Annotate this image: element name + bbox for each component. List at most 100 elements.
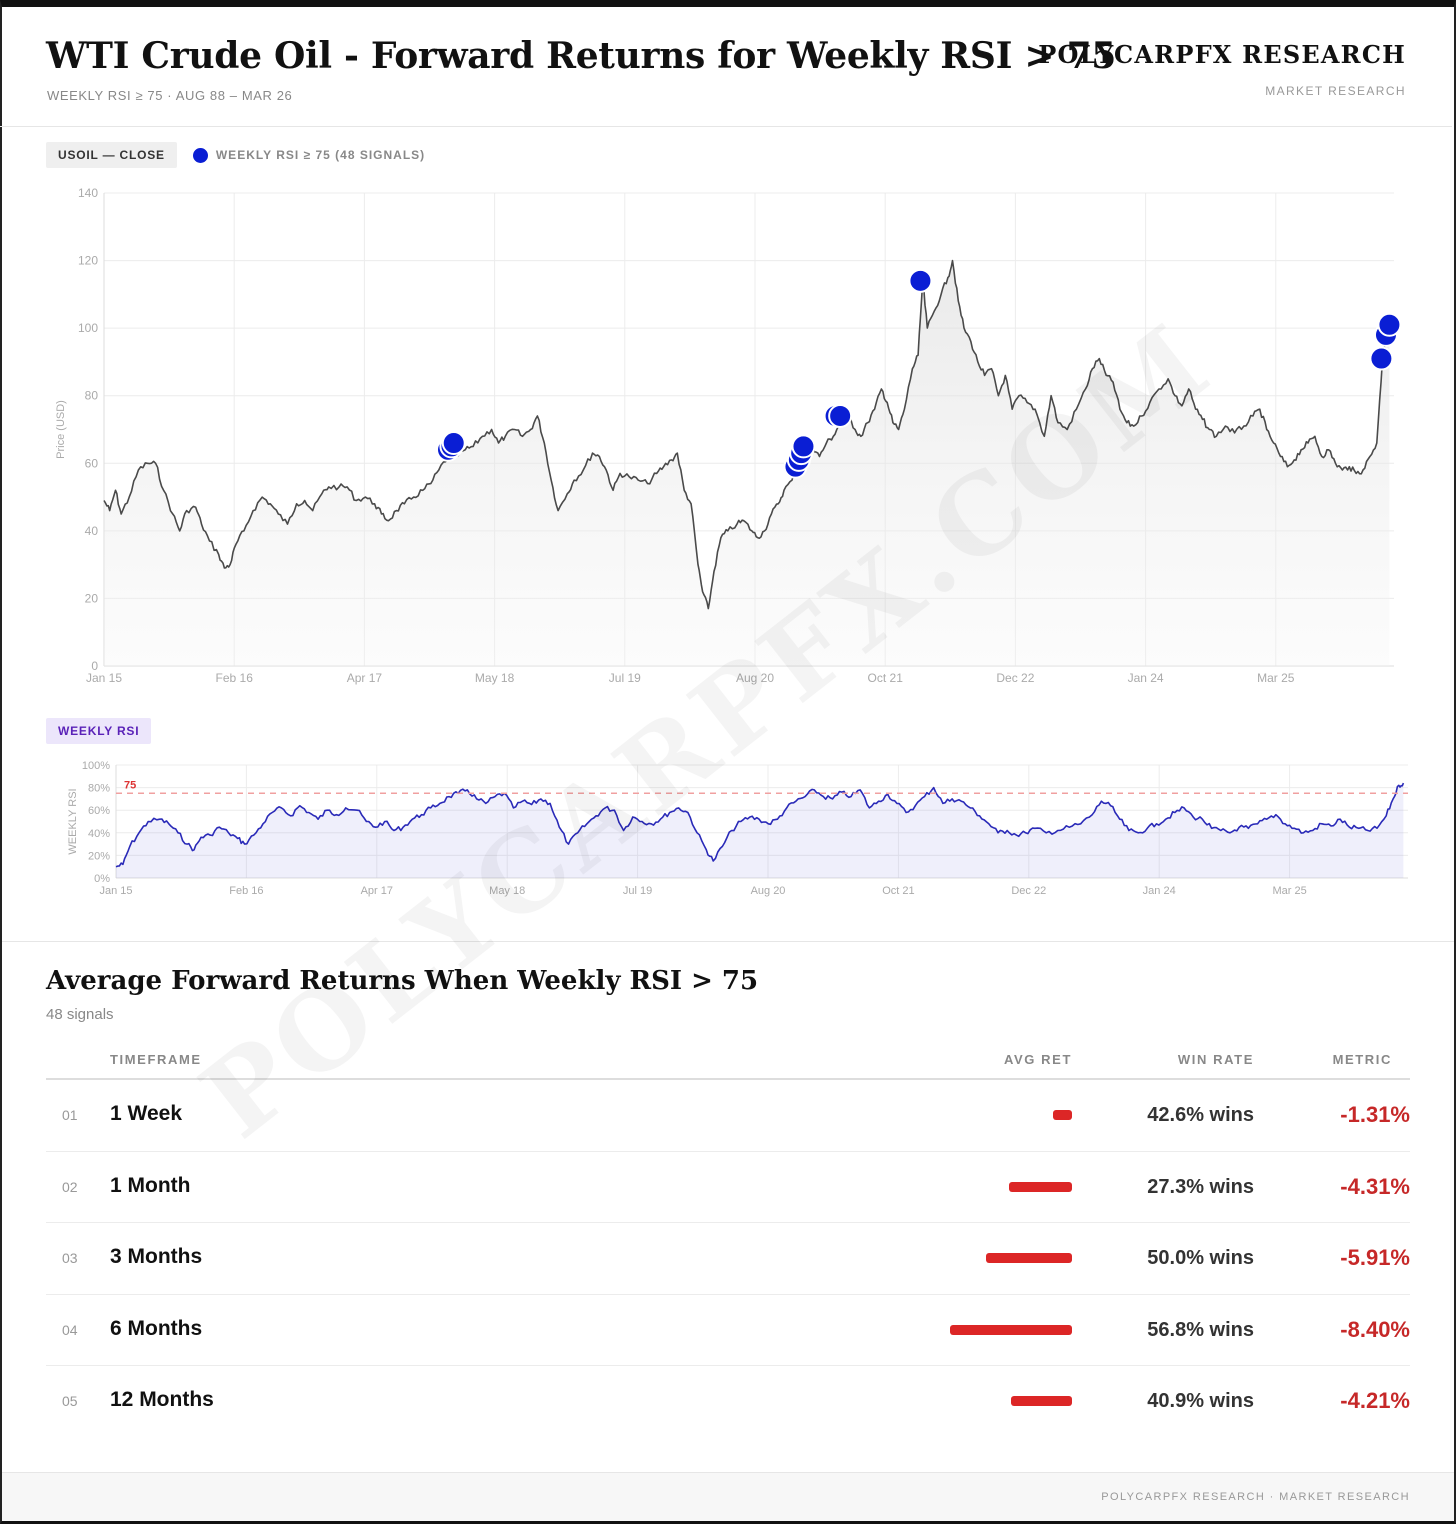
y-tick-label: 0 [91, 659, 98, 673]
x-tick-label: Oct 21 [868, 671, 904, 685]
x-tick-label: Mar 25 [1272, 885, 1306, 897]
row-timeframe: 6 Months [110, 1316, 203, 1340]
x-tick-label: Aug 20 [736, 671, 774, 685]
row-metric: -8.40% [1340, 1316, 1410, 1342]
table-row: 01 1 Week 42.6% wins -1.31% [46, 1080, 1410, 1152]
y-tick-label: 120 [78, 254, 98, 268]
table-row: 05 12 Months 40.9% wins -4.21% [46, 1366, 1410, 1438]
y-axis-title: WEEKLY RSI [67, 788, 79, 854]
signal-marker [1369, 346, 1394, 371]
page-title: WTI Crude Oil - Forward Returns for Week… [46, 35, 1116, 77]
row-timeframe: 1 Week [110, 1102, 182, 1125]
row-win-rate: 42.6% wins [1147, 1104, 1254, 1126]
rsi-threshold-label: 75 [124, 779, 136, 791]
avg-return-bar [1010, 1396, 1072, 1406]
x-tick-label: Jan 15 [99, 885, 132, 897]
signal-label: WEEKLY RSI ≥ 75 (48 SIGNALS) [215, 148, 426, 162]
x-tick-label: Aug 20 [751, 885, 786, 897]
table-row: 04 6 Months 56.8% wins -8.40% [46, 1295, 1410, 1366]
x-tick-label: Feb 16 [229, 885, 263, 897]
x-tick-label: Jan 24 [1143, 885, 1176, 897]
x-tick-label: Jul 19 [609, 671, 641, 685]
y-tick-label: 100 [78, 321, 98, 335]
row-metric: -5.91% [1340, 1245, 1410, 1270]
price-chart: 0 20 40 60 80 100 120 140 Jan 15 Feb 16 Apr 17 May … [55, 186, 1402, 685]
x-tick-label: Mar 25 [1257, 671, 1295, 685]
row-index: 03 [62, 1250, 78, 1266]
y-tick-label: 0% [94, 873, 110, 885]
y-tick-label: 40 [85, 524, 99, 538]
y-tick-label: 140 [78, 186, 98, 200]
rsi-chart: 0% 20% 40% 60% 80% 100% Jan 15 Feb 16 Apr 17 May … [67, 760, 1408, 897]
signal-marker [908, 268, 933, 293]
x-tick-label: Dec 22 [1011, 885, 1046, 897]
column-header-timeframe: TIMEFRAME [110, 1052, 202, 1067]
footer: POLYCARPFX RESEARCH · MARKET RESEARCH [2, 1472, 1454, 1521]
y-tick-label: 100% [82, 760, 110, 772]
signal-marker [1377, 312, 1402, 337]
x-tick-label: Feb 16 [216, 671, 254, 685]
signal-marker-icon [192, 147, 208, 163]
y-tick-label: 60 [85, 456, 99, 470]
signal-marker [828, 403, 853, 428]
column-header-metric: METRIC [1332, 1052, 1392, 1067]
row-win-rate: 56.8% wins [1147, 1318, 1254, 1341]
y-tick-label: 60% [88, 805, 110, 817]
signal-marker [791, 434, 816, 459]
page-subtitle: WEEKLY RSI ≥ 75 · AUG 88 – MAR 26 [47, 88, 293, 103]
x-tick-label: Oct 21 [882, 885, 914, 897]
signal-marker [441, 431, 466, 456]
brand-name: POLYCARPFX RESEARCH [1038, 40, 1406, 69]
row-win-rate: 27.3% wins [1147, 1175, 1254, 1198]
x-tick-label: Apr 17 [361, 885, 393, 897]
avg-return-bar [950, 1324, 1072, 1335]
x-tick-label: Jul 19 [623, 885, 652, 897]
header: WTI Crude Oil - Forward Returns for Week… [0, 7, 1452, 127]
row-index: 02 [62, 1178, 78, 1195]
x-tick-label: Dec 22 [996, 671, 1034, 685]
chart-legend: USOIL — CLOSE WEEKLY RSI ≥ 75 (48 SIGNAL… [46, 142, 425, 168]
row-win-rate: 50.0% wins [1147, 1247, 1254, 1269]
column-header-win-rate: WIN RATE [1177, 1052, 1254, 1067]
x-tick-label: Jan 15 [86, 671, 122, 685]
x-tick-label: Apr 17 [347, 671, 383, 685]
row-metric: -1.31% [1340, 1102, 1410, 1127]
rsi-panel-label: WEEKLY RSI [46, 718, 152, 744]
row-index: 05 [62, 1393, 78, 1409]
series-line [103, 259, 1390, 610]
returns-table: TIMEFRAME AVG RET WIN RATE METRIC 01 1 We… [46, 1040, 1410, 1438]
row-timeframe: 12 Months [110, 1388, 214, 1411]
footer-text: POLYCARPFX RESEARCH · MARKET RESEARCH [1101, 1491, 1410, 1503]
avg-return-bar [986, 1253, 1072, 1263]
row-index: 01 [62, 1107, 78, 1123]
table-row: 02 1 Month 27.3% wins -4.31% [46, 1152, 1410, 1223]
table-title: Average Forward Returns When Weekly RSI … [46, 966, 759, 996]
row-timeframe: 1 Month [110, 1173, 191, 1197]
table-body: 01 1 Week 42.6% wins -1.31% 02 1 Month 27.3% w… [46, 1080, 1410, 1438]
row-index: 04 [62, 1321, 78, 1338]
row-metric: -4.31% [1340, 1173, 1410, 1199]
x-tick-label: Jan 24 [1128, 671, 1164, 685]
x-tick-label: May 18 [475, 671, 515, 685]
row-timeframe: 3 Months [110, 1245, 203, 1268]
row-metric: -4.21% [1340, 1388, 1410, 1413]
column-header-avg-ret: AVG RET [1003, 1052, 1072, 1067]
series-label: USOIL — CLOSE [46, 142, 177, 168]
avg-return-bar [1009, 1181, 1072, 1192]
brand-subtitle: MARKET RESEARCH [1265, 84, 1406, 98]
y-tick-label: 20% [88, 850, 110, 862]
y-tick-label: 80 [85, 389, 99, 403]
table-header: TIMEFRAME AVG RET WIN RATE METRIC [46, 1040, 1410, 1080]
series-area [116, 783, 1404, 878]
y-tick-label: 80% [88, 783, 110, 795]
series-line [115, 782, 1405, 868]
x-tick-label: May 18 [489, 885, 525, 897]
section-divider [2, 941, 1454, 942]
row-win-rate: 40.9% wins [1147, 1390, 1254, 1412]
table-subtitle: 48 signals [46, 1006, 114, 1023]
table-row: 03 3 Months 50.0% wins -5.91% [46, 1223, 1410, 1295]
y-axis-title: Price (USD) [55, 400, 67, 459]
y-tick-label: 40% [88, 828, 110, 840]
series-area [104, 260, 1390, 666]
